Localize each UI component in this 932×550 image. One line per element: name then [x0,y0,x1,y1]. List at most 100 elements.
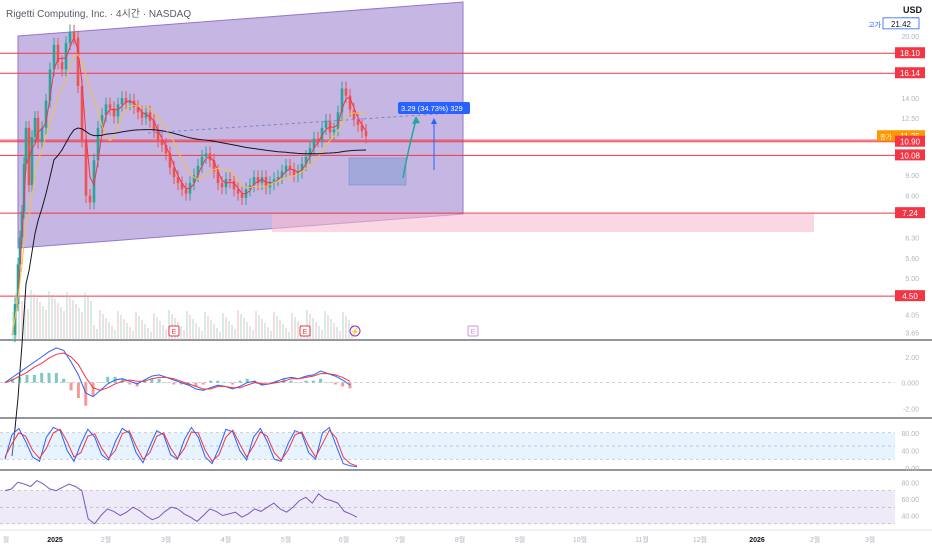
price-tick-label: 3.65 [905,331,919,338]
stoch-tick-label: 80.00 [901,431,919,438]
volume-bar [99,310,101,340]
volume-bar [324,311,326,340]
candle-body [205,153,208,156]
macd-histogram-bar [202,383,205,385]
volume-bar [45,310,47,340]
candle-body [325,121,328,128]
price-tick-label: 5.00 [905,276,919,283]
volume-bar [270,331,272,340]
price-tag-value: 10.08 [900,151,921,160]
supply-zone [272,214,814,232]
macd-histogram-bar [99,383,102,384]
candle-body [31,137,34,185]
macd-tick-label: 0.000 [901,381,919,388]
volume-bar [297,321,299,340]
price-tag-caption: 종가 [880,132,892,141]
rsi-tick-label: 60.00 [901,497,919,504]
volume-bar [210,320,212,340]
currency-label: USD [903,5,922,15]
volume-bar [258,315,260,340]
time-tick-label: 2025 [47,537,63,544]
macd-histogram-bar [128,383,131,385]
volume-bar [108,322,110,340]
time-tick-label: 6월 [339,535,349,544]
volume-bar [66,292,68,340]
volume-bar [147,328,149,340]
volume-bar [159,321,161,340]
volume-bar [93,325,95,340]
volume-bar [255,311,257,340]
volume-bar [321,330,323,340]
volume-bar [30,290,32,340]
candle-body [117,104,120,116]
volume-bar [315,322,317,340]
macd-tick-label: -2.00 [903,406,919,413]
candle-body [233,181,236,189]
time-tick-label: 9월 [515,535,525,544]
volume-bar [165,329,167,340]
macd-histogram-bar [55,373,58,383]
macd-histogram-bar [172,383,175,385]
event-marker-label: E [303,329,308,336]
macd-histogram-bar [341,383,344,387]
candle-body [185,189,188,193]
macd-histogram-bar [312,381,315,383]
volume-bar [123,319,125,340]
price-tick-label: 6.30 [905,235,919,242]
macd-histogram-bar [26,375,29,383]
candle-body [61,62,64,69]
candle-body [345,88,348,95]
rsi-tick-label: 80.00 [901,480,919,487]
candle-body [109,104,112,108]
projection-box [349,158,406,185]
macd-histogram-bar [268,383,271,384]
volume-bar [282,324,284,340]
time-tick-label: 12월 [693,535,707,544]
volume-bar [60,307,62,340]
macd-histogram-bar [40,373,43,383]
volume-bar [213,324,215,340]
volume-bar [216,328,218,340]
candle-body [365,131,368,136]
candle-body [333,129,336,132]
macd-histogram-bar [224,383,227,384]
macd-histogram-bar [349,383,352,389]
volume-bar [27,309,29,340]
chart-title: Rigetti Computing, Inc. · 4시간 · NASDAQ [6,5,191,20]
projection-label: 3.29 (34.73%) 329 [401,104,463,113]
price-tag-value: 4.50 [902,292,918,301]
volume-bar [141,320,143,340]
volume-bar [96,329,98,340]
macd-histogram-bar [216,381,219,383]
candle-body [37,118,40,142]
volume-bar [120,315,122,340]
macd-signal-line [5,353,350,390]
time-tick-label: 7월 [395,535,405,544]
volume-bar [234,329,236,340]
candle-body [221,183,224,187]
macd-histogram-bar [238,381,241,383]
price-tag-value: 18.10 [900,49,921,58]
macd-histogram-bar [62,379,65,383]
volume-bar [63,311,65,340]
macd-histogram-bar [84,383,87,406]
volume-bar [207,316,209,340]
volume-bar [231,325,233,340]
volume-bar [204,312,206,340]
volume-bar [342,312,344,340]
macd-histogram-bar [297,383,300,384]
volume-bar [69,296,71,340]
volume-bar [150,332,152,340]
volume-bar [57,303,59,340]
volume-bar [105,318,107,340]
candle-body [53,45,56,70]
volume-bar [36,298,38,340]
candle-body [34,118,37,137]
volume-bar [222,313,224,340]
volume-bar [228,321,230,340]
volume-bar [42,306,44,340]
volume-bar [153,313,155,340]
price-tick-label: 8.00 [905,194,919,201]
price-tick-label: 20.00 [901,34,919,41]
volume-bar [162,325,164,340]
